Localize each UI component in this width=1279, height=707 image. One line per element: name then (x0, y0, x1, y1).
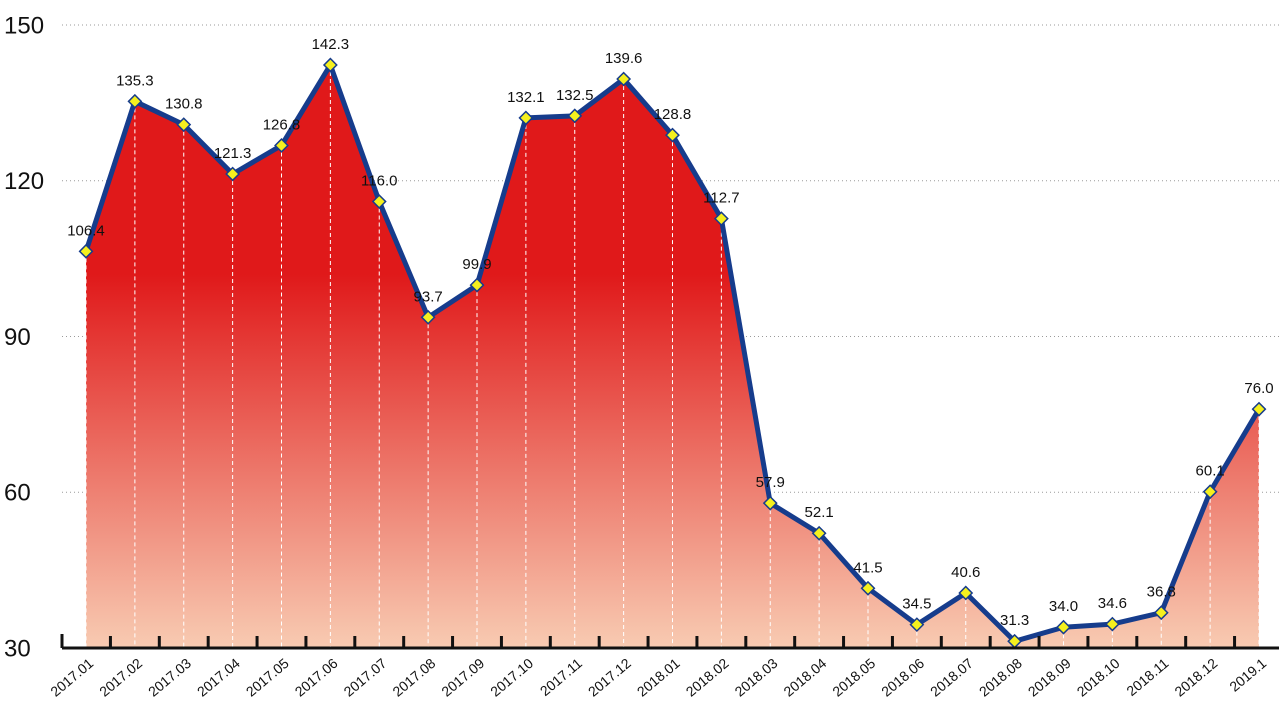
marker (420, 309, 436, 325)
x-tick-label: 2017.03 (145, 655, 194, 700)
y-tick-label: 120 (4, 168, 44, 195)
value-label: 31.3 (1000, 612, 1029, 629)
marker (518, 110, 534, 126)
x-tick-label: 2017.05 (243, 655, 292, 700)
marker (274, 138, 289, 153)
x-tick-label: 2018.03 (732, 655, 781, 700)
x-tick-label: 2017.01 (47, 655, 96, 700)
x-tick-label: 2018.09 (1025, 655, 1074, 700)
marker (665, 127, 680, 143)
x-tick-label: 2018.10 (1074, 655, 1123, 700)
x-tick-label: 2018.01 (634, 655, 683, 700)
value-label: 57.9 (756, 474, 785, 491)
y-tick-label: 90 (4, 324, 31, 351)
x-tick-label: 2017.08 (389, 655, 438, 700)
x-tick-label: 2017.10 (487, 655, 536, 700)
marker (909, 617, 925, 633)
value-label: 135.3 (116, 72, 154, 89)
x-tick-label: 2018.04 (780, 655, 829, 700)
marker (322, 57, 338, 73)
value-label: 41.5 (853, 559, 882, 576)
value-label: 76.0 (1244, 380, 1273, 397)
value-label: 112.7 (703, 190, 739, 207)
x-tick-label: 2019.1 (1226, 655, 1269, 695)
x-tick-label: 2018.05 (829, 655, 878, 700)
plot: 30 60 90 120 150 106.4 135.3 130.8 121.3 126.8 142… (4, 12, 1279, 700)
marker (713, 211, 729, 227)
value-label: 132.5 (556, 87, 594, 104)
value-label: 116.0 (361, 172, 397, 189)
value-label: 121.3 (214, 145, 252, 162)
x-tick-label: 2017.02 (96, 655, 145, 700)
marker (469, 277, 485, 293)
value-label: 60.1 (1196, 463, 1225, 480)
x-tick-label: 2017.11 (537, 655, 585, 699)
marker (616, 71, 632, 87)
y-tick-label: 150 (4, 12, 44, 39)
x-tick-label: 2018.11 (1123, 655, 1171, 699)
x-tick-label: 2017.04 (194, 655, 243, 700)
marker (1104, 616, 1120, 632)
marker (860, 580, 876, 596)
x-tick-label: 2017.12 (585, 655, 634, 700)
value-label: 128.8 (654, 106, 692, 123)
x-tick-label: 2018.08 (976, 655, 1025, 700)
value-label: 40.6 (951, 564, 980, 581)
x-tick-label: 2018.06 (878, 655, 927, 700)
value-label: 52.1 (805, 504, 834, 521)
marker (176, 117, 192, 133)
marker (1251, 401, 1267, 417)
y-tick-label: 60 (4, 480, 31, 507)
x-tick-label: 2017.09 (438, 655, 487, 700)
marker (811, 525, 827, 541)
marker (1153, 605, 1169, 621)
value-label: 36.8 (1147, 584, 1176, 601)
x-tick-label: 2018.07 (927, 655, 976, 700)
value-label: 34.5 (902, 596, 931, 613)
value-label: 130.8 (165, 96, 203, 113)
x-tick-label: 2017.07 (341, 655, 390, 700)
marker (371, 194, 387, 209)
marker (1056, 619, 1071, 635)
y-tick-label: 30 (4, 635, 31, 662)
value-label: 126.8 (263, 116, 301, 133)
marker (567, 108, 583, 124)
marker (762, 495, 778, 511)
value-label: 34.6 (1098, 595, 1127, 612)
value-label: 34.0 (1049, 598, 1078, 615)
marker (127, 93, 143, 109)
x-tick-label: 2018.12 (1171, 655, 1220, 700)
value-label: 99.9 (462, 256, 491, 273)
marker (958, 585, 974, 601)
marker (1202, 484, 1218, 500)
marker (78, 243, 94, 259)
value-label: 93.7 (414, 288, 443, 305)
value-label: 139.6 (605, 50, 643, 67)
x-tick-label: 2017.06 (292, 655, 341, 700)
value-label: 132.1 (507, 89, 545, 106)
marker (1007, 633, 1023, 649)
marker (225, 166, 241, 182)
x-tick-label: 2018.02 (683, 655, 732, 700)
value-label: 142.3 (312, 36, 350, 53)
value-label: 106.4 (67, 222, 105, 239)
